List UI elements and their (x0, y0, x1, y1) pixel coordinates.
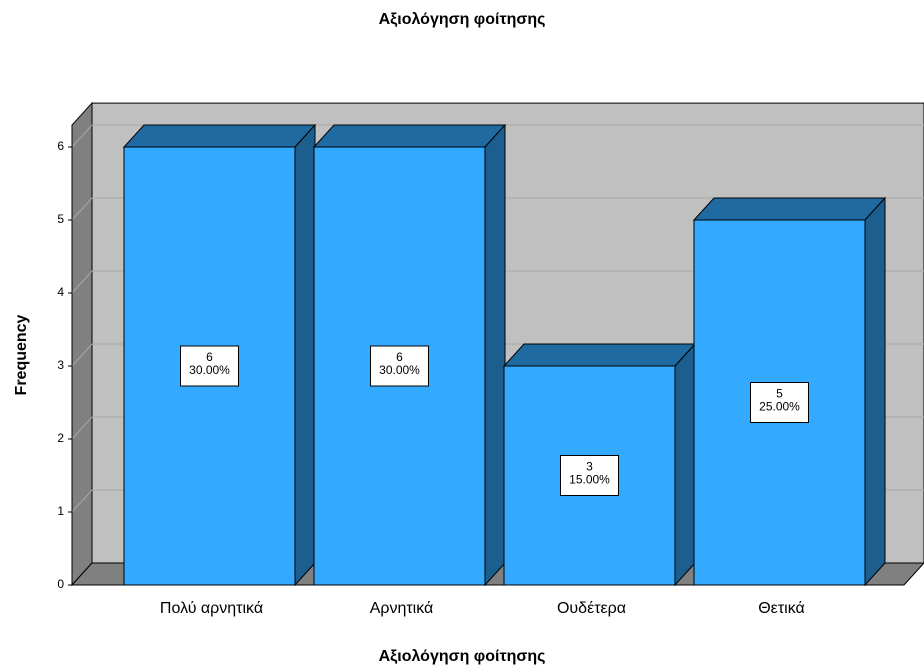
data-label-box (560, 455, 619, 496)
data-label: 30.00% (379, 363, 420, 377)
data-label: 30.00% (189, 363, 230, 377)
data-label: 3 (586, 460, 593, 474)
y-tick-label: 1 (57, 504, 64, 518)
grid-line (71, 270, 93, 294)
data-label-box (750, 382, 809, 423)
x-tick-label: Αρνητικά (370, 600, 434, 617)
x-tick-label: Πολύ αρνητικά (160, 600, 263, 617)
data-label: 25.00% (759, 400, 800, 414)
bar-side (294, 123, 316, 587)
grid-line (71, 197, 93, 221)
grid-line (71, 124, 93, 148)
bar-side (674, 342, 696, 587)
x-axis-label: Αξιολόγηση φοίτησης (379, 648, 546, 665)
bar-top (502, 343, 697, 367)
y-tick-label: 0 (57, 577, 64, 591)
x-tick-label: Θετικά (758, 600, 805, 617)
data-label-box (180, 345, 239, 387)
bar-side (864, 196, 886, 587)
y-tick-label: 4 (57, 285, 64, 299)
y-tick-label: 3 (57, 358, 64, 372)
data-label-box (370, 345, 429, 387)
data-label: 15.00% (569, 473, 610, 487)
data-label: 5 (776, 387, 783, 401)
bar-top (692, 197, 887, 221)
y-tick-label: 5 (57, 212, 64, 226)
grid-line (71, 416, 93, 440)
chart-title: Αξιολόγηση φοίτησης (379, 11, 546, 28)
bar-top (312, 124, 507, 148)
grid-line (71, 489, 93, 513)
y-tick-label: 2 (57, 431, 64, 445)
data-label: 6 (396, 350, 403, 364)
grid-line (71, 343, 93, 367)
y-tick-label: 6 (57, 139, 64, 153)
x-tick-label: Ουδέτερα (557, 600, 626, 617)
side-wall (71, 101, 93, 587)
bar-side (484, 123, 506, 587)
bar-top (122, 124, 317, 148)
y-axis-label: Frequency (13, 314, 30, 395)
data-label: 6 (206, 350, 213, 364)
